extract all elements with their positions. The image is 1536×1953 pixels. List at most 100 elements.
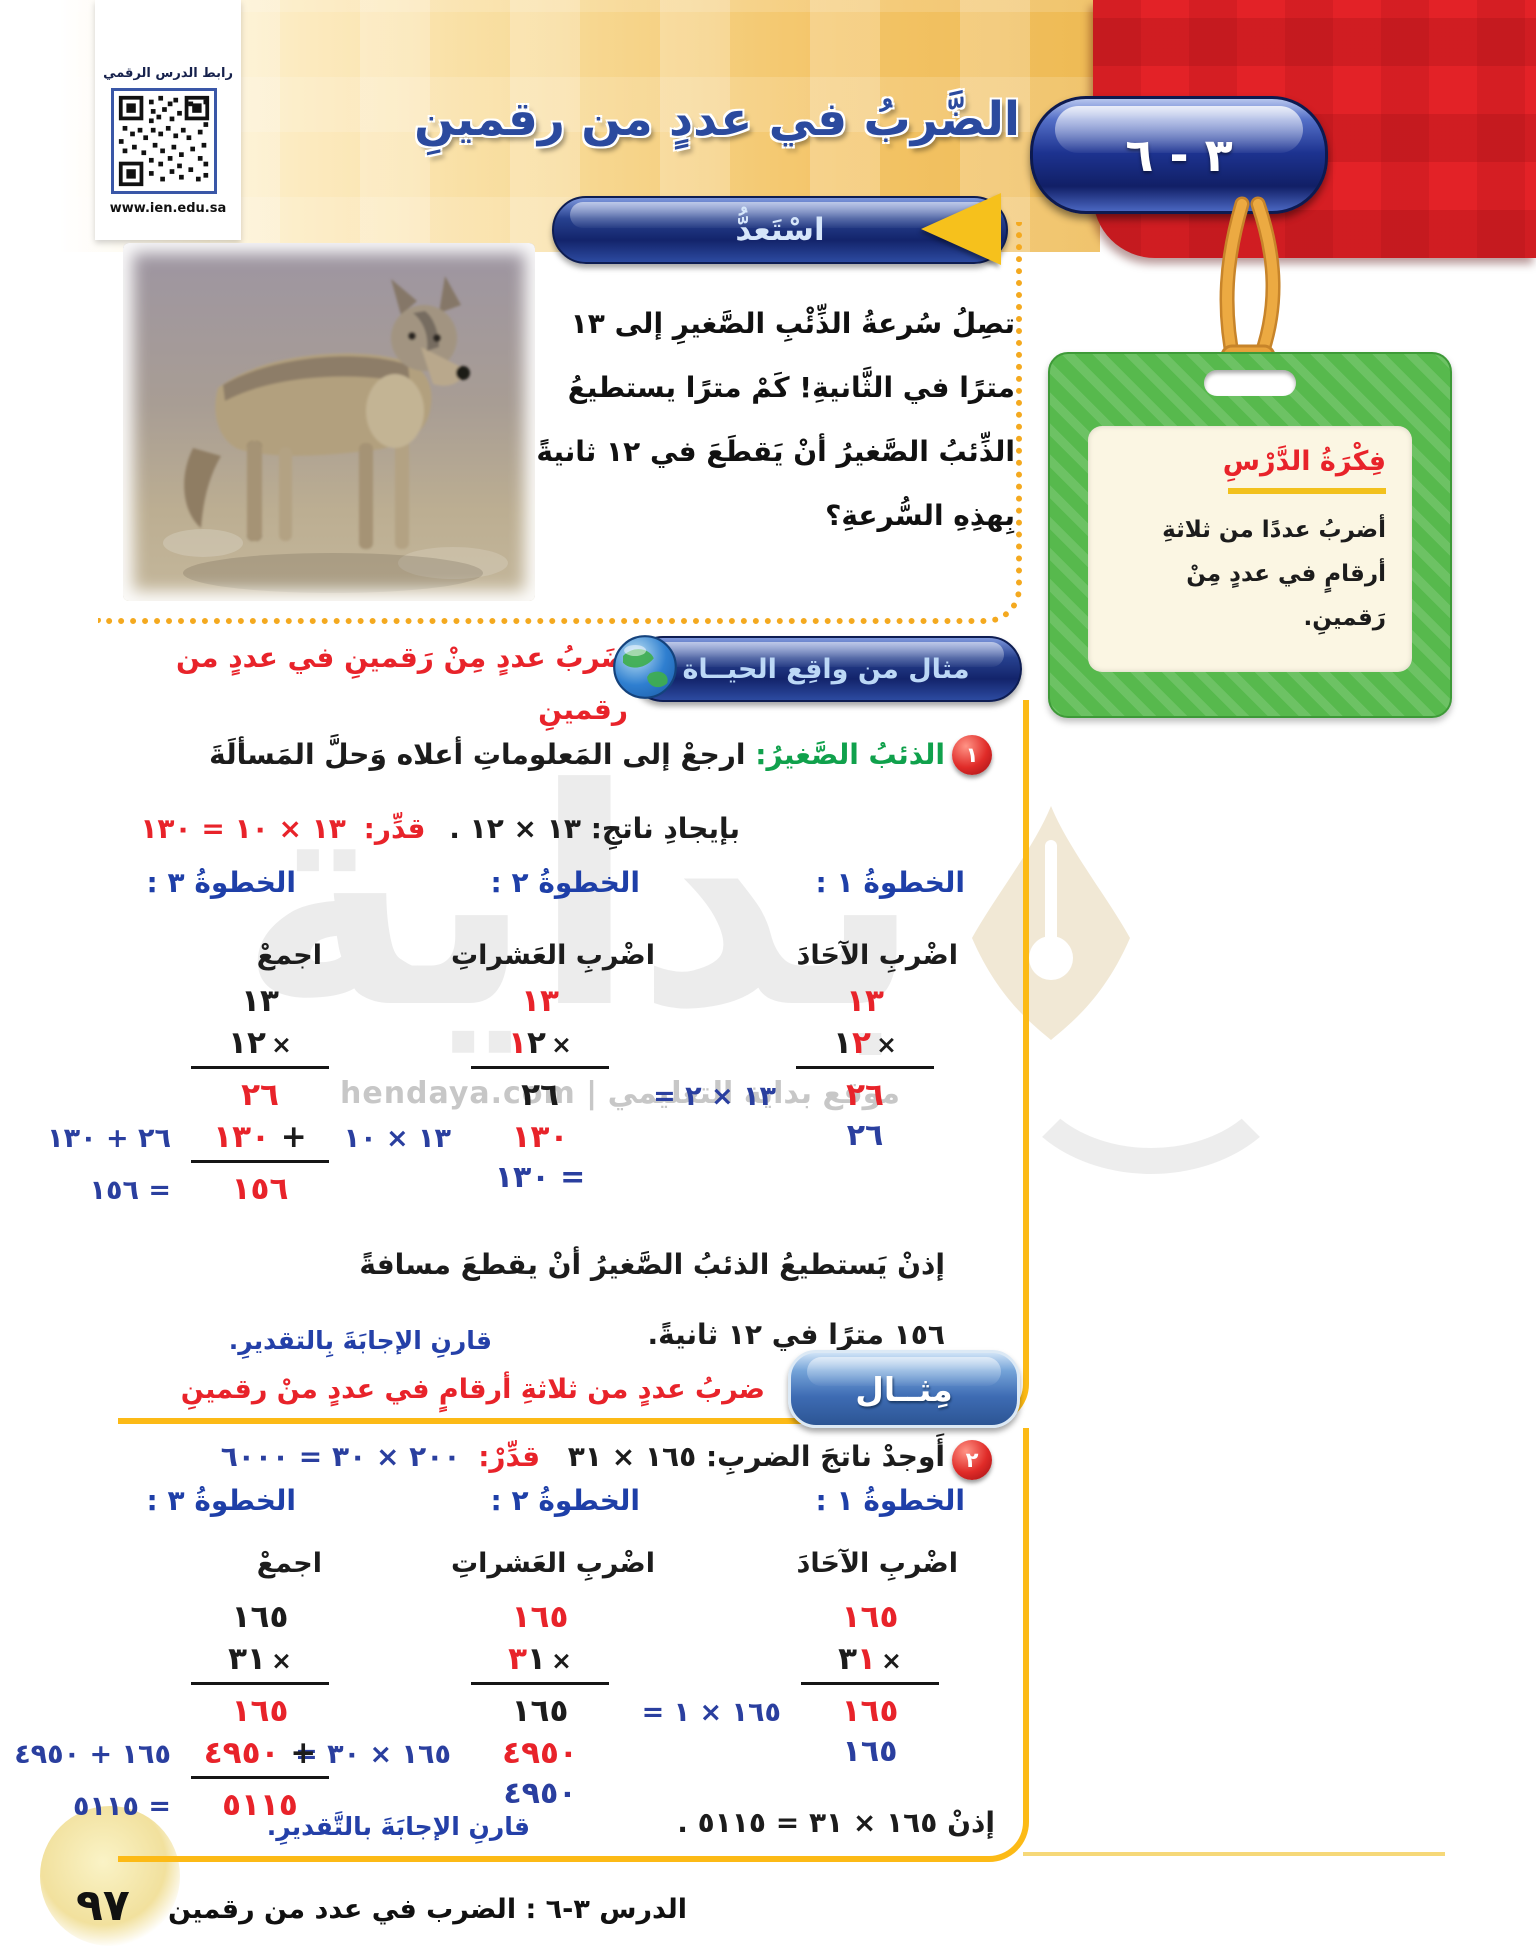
multiply-sign: × xyxy=(270,1646,292,1675)
example1-number: ١ xyxy=(952,735,992,775)
example2-number-text: ٢ xyxy=(965,1448,979,1472)
step-header: الخطوةُ ٢ : xyxy=(490,1484,640,1517)
example1-conclusion-line2: ١٥٦ مترًا في ١٢ ثانيةً. xyxy=(647,1318,946,1351)
example1-compare-note: قارنِ الإجابَةَ بِالتقديرِ. xyxy=(228,1326,492,1355)
partial-product-row: ١٦٥ + ٤٩٥٠ + ٤٩٥٠ xyxy=(14,1732,335,1774)
math-value: + ٤٩٥٠ xyxy=(204,1735,316,1771)
math-value: ١٦٥ xyxy=(511,1693,569,1729)
qr-card: رابط الدرس الرقمي xyxy=(95,0,241,240)
math-annotation: = ١٥٦ xyxy=(89,1175,171,1206)
math-annotation: ١٣ × ٢ = xyxy=(653,1081,776,1112)
multiplicand-row: ١٦٥ xyxy=(185,1596,335,1638)
math-annotation: = ٥١١٥ xyxy=(73,1791,171,1822)
result-value: ٢٦ xyxy=(846,1118,884,1153)
equals-line xyxy=(796,1066,934,1069)
multiplier-digit: ٣ xyxy=(838,1641,858,1677)
multiplier-row: ٣١ × xyxy=(795,1638,945,1680)
step-header: الخطوةُ ٣ : xyxy=(146,866,296,899)
example2-box-border xyxy=(118,1428,1029,1862)
lesson-idea-text: أضربُ عددًا من ثلاثةِ أرقامٍ في عددٍ مِن… xyxy=(1162,517,1386,631)
lesson-idea-tag: فِكْرَةُ الدَّرْسِ أضربُ عددًا من ثلاثةِ… xyxy=(1048,352,1452,718)
math-annotation: ١٦٥ + ٤٩٥٠ xyxy=(14,1739,171,1770)
multiply-sign: × xyxy=(550,1030,572,1059)
partial-product-row: ١٦٥ xyxy=(465,1690,615,1732)
multiply-sign: × xyxy=(880,1646,902,1675)
lesson-idea-card: فِكْرَةُ الدَّرْسِ أضربُ عددًا من ثلاثةِ… xyxy=(1088,426,1412,672)
watermark-word: بداية xyxy=(238,725,922,1074)
math-column: ١٣ ١٢ × ٢٦ ١٣ × ١٠ ١٣٠ = ١٣٠ xyxy=(344,980,615,1198)
multiplier-digit: ١ xyxy=(508,1025,528,1061)
page-title: الضَّربُ في عددٍ من رقمينِ xyxy=(414,92,1020,147)
multiply-sign: × xyxy=(550,1646,572,1675)
multiplier-digit: ٢ xyxy=(852,1025,871,1061)
step-instruction: اجمعْ xyxy=(256,1548,322,1579)
multiplier-digit: ١ xyxy=(527,1641,546,1677)
multiplier-row: ١٢ × xyxy=(185,1022,335,1064)
math-annotation: ١٦٥ × ١ = xyxy=(641,1697,781,1728)
plus-sign: + xyxy=(269,1119,307,1155)
partial-product-row: ٢٦ xyxy=(185,1074,335,1116)
step-header: الخطوةُ ٣ : xyxy=(146,1484,296,1517)
lesson-number-text: ٣ - ٦ xyxy=(1125,128,1233,182)
multiplier-row: ٣١ × xyxy=(185,1638,335,1680)
globe-icon xyxy=(613,635,677,699)
math-column: ١٦٥ ٣١ × ١٦٥ ١٦٥ × ٣٠ = ٤٩٥٠ ٤٩٥٠ xyxy=(295,1596,615,1814)
real-life-example-banner: مثال من واقِع الحيــاة xyxy=(630,636,1022,702)
step-instruction: اضْربِ العَشراتِ xyxy=(451,940,655,971)
watermark-site-text: موقع بداية التعليمي | hendaya.com xyxy=(340,1076,900,1111)
total-row: = ٥١١٥ ٥١١٥ xyxy=(73,1784,335,1826)
math-column: ١٣ ١٢ × ١٣ × ٢ = ٢٦ ٢٦ xyxy=(653,980,940,1156)
multiplier-digit: ١ xyxy=(857,1641,876,1677)
step-header: الخطوةُ ١ : xyxy=(815,1484,965,1517)
math-value: ١٣ xyxy=(241,983,279,1019)
banner-gloss xyxy=(648,642,1004,667)
multiplier-digit: ١ xyxy=(833,1025,853,1061)
example2-estimate-label: قدِّرْ: xyxy=(478,1440,541,1473)
real-life-example-label: مثال من واقِع الحيــاة xyxy=(682,653,970,685)
example-banner-label: مِثــال xyxy=(855,1369,953,1409)
example2-compare-note: قارنِ الإجابَةَ بالتَّقديرِ. xyxy=(266,1812,530,1841)
multiplier-row: ١٢ × xyxy=(465,1022,615,1064)
result-value: ٤٩٥٠ xyxy=(503,1776,577,1811)
math-value: ١٦٥ xyxy=(231,1599,289,1635)
photo-vignette xyxy=(123,243,535,601)
multiplier-digit: ٢ xyxy=(527,1025,546,1061)
arrow-left-icon xyxy=(921,193,1001,265)
example2-number: ٢ xyxy=(952,1440,992,1480)
step-instruction: اضْربِ العَشراتِ xyxy=(451,1548,655,1579)
math-value: ٢٦ xyxy=(846,1077,884,1113)
result-value: ١٦٥ xyxy=(842,1734,898,1769)
multiplicand-row: ١٦٥ xyxy=(795,1596,945,1638)
math-value: ٢٦ xyxy=(521,1077,559,1113)
example1-number-text: ١ xyxy=(965,743,979,767)
example1-estimate-expression: ١٣ × ١٠ = ١٣٠ xyxy=(140,812,346,845)
step-instruction: اضْربِ الآحَادَ xyxy=(796,1548,959,1579)
math-value: ١٣ xyxy=(846,983,884,1019)
math-annotation: ١٦٥ × ٣٠ = xyxy=(295,1739,451,1770)
multiplier-digit: ١ xyxy=(247,1641,266,1677)
wolf-illustration xyxy=(123,243,535,601)
multiplicand-row: ١٣ xyxy=(465,980,615,1022)
equals-line xyxy=(191,1682,329,1685)
multiplier-digit: ٢ xyxy=(247,1025,266,1061)
equals-line xyxy=(471,1066,609,1069)
tag-slot xyxy=(1204,370,1296,396)
example1-find-line: بإيجادِ ناتجِ: ١٣ × ١٢ . قدِّر: ١٣ × ١٠ … xyxy=(140,812,740,845)
example2-conclusion: إذنْ ١٦٥ × ٣١ = ٥١١٥ . xyxy=(677,1806,995,1839)
math-value: ١٣٠ xyxy=(511,1119,569,1155)
math-value: ١٣ xyxy=(521,983,559,1019)
partial-product-row: ١٦٥ xyxy=(185,1690,335,1732)
footer-yellow-line xyxy=(1023,1852,1445,1856)
wolf-photo xyxy=(123,243,535,601)
math-value: ١٦٥ xyxy=(231,1693,289,1729)
watermark-arc xyxy=(1005,952,1297,1174)
math-value: ١٥٦ xyxy=(231,1171,289,1207)
example1-box-border xyxy=(118,700,1029,1424)
math-value: ١٦٥ xyxy=(841,1599,899,1635)
banner-gloss xyxy=(807,1357,1001,1386)
badge-gloss xyxy=(1055,106,1303,154)
example1-prompt-rest: ارجعْ إلى المَعلوماتِ أعلاه وَحلَّ المَس… xyxy=(209,738,756,771)
step-instruction: اضْربِ الآحَادَ xyxy=(796,940,959,971)
example1-find-text: بإيجادِ ناتجِ: ١٣ × ١٢ . xyxy=(449,812,740,845)
